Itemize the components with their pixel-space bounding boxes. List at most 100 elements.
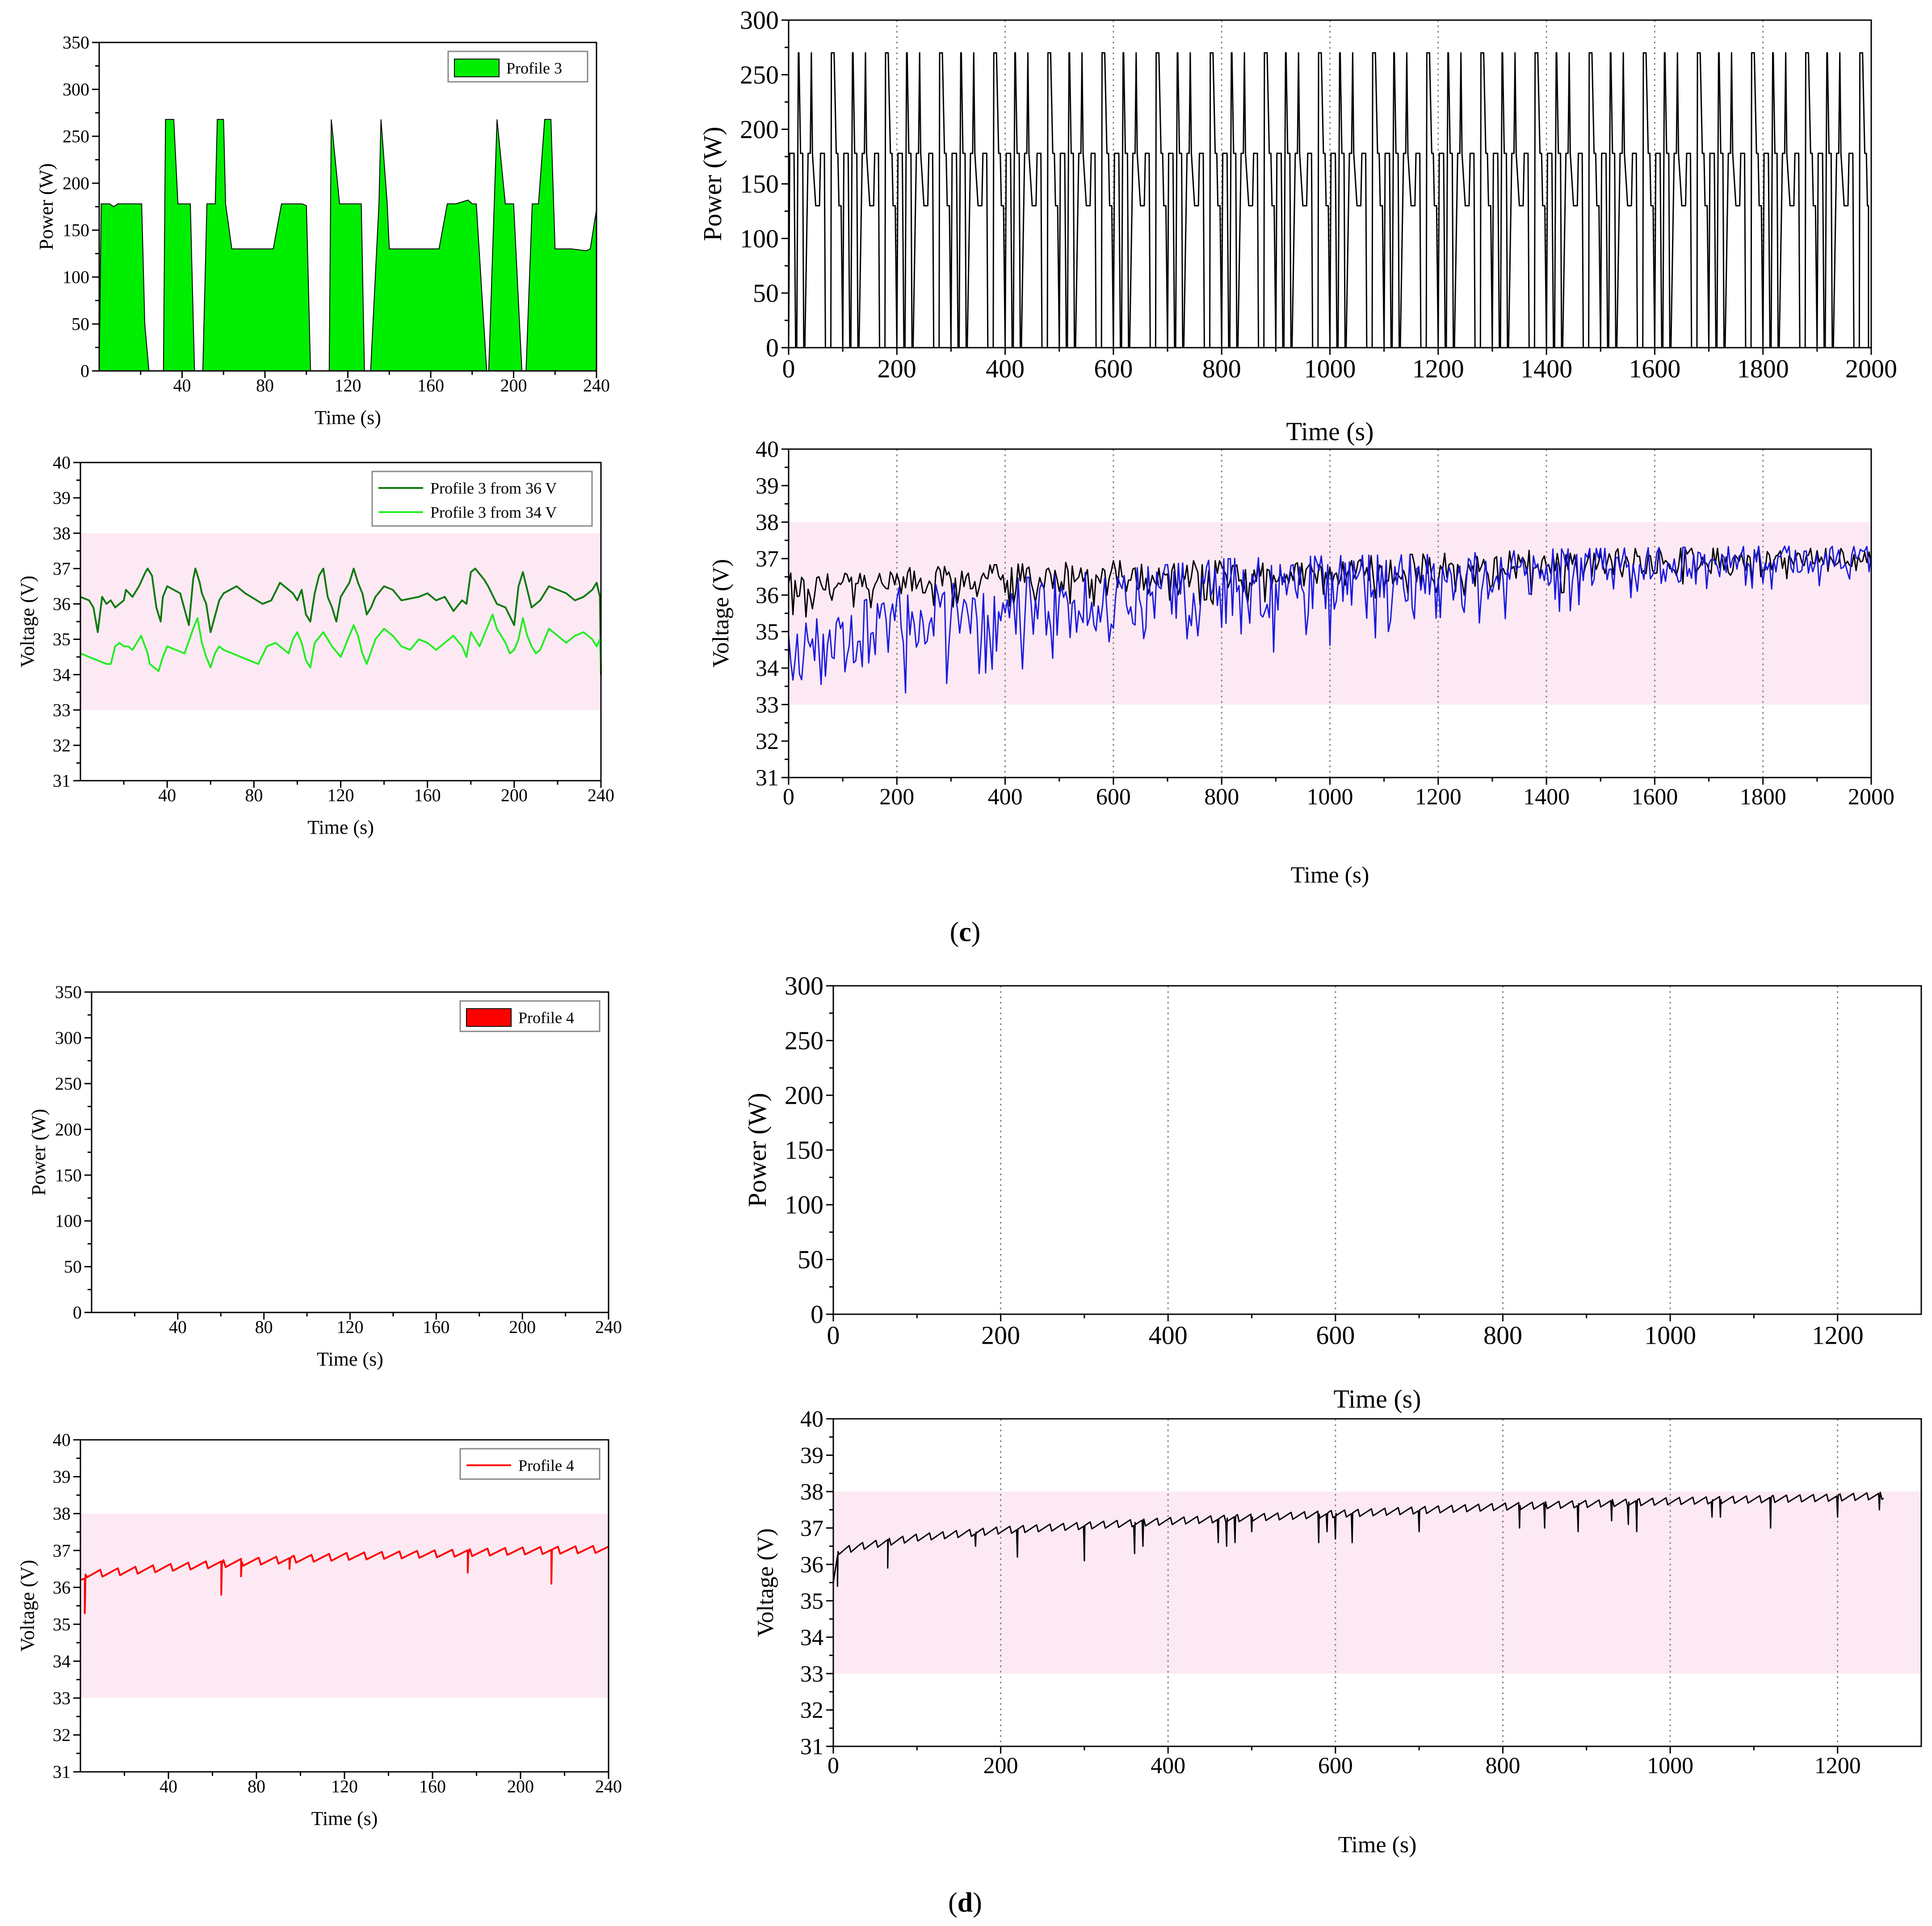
c_small_power-ytick-label: 200 [63, 173, 89, 193]
c_big_voltage-ytick-label: 40 [756, 437, 779, 463]
c_big_power-xtick-label: 1800 [1737, 354, 1789, 383]
c_big_voltage-xtick-label: 1400 [1523, 784, 1570, 810]
c_big_voltage-xtick-label: 1600 [1631, 784, 1678, 810]
d_small_power-ylabel: Power (W) [28, 1109, 50, 1195]
c_big_power-ytick-label: 150 [740, 169, 779, 198]
d_small_voltage-ytick-label: 35 [53, 1614, 71, 1634]
panel-label-c: (c) [950, 917, 981, 947]
c_small_power-ytick-label: 0 [80, 361, 89, 381]
c_small_voltage-ytick-label: 39 [53, 488, 71, 508]
c_big_power-xtick-label: 200 [878, 354, 916, 383]
d_big_voltage-xtick-label: 0 [827, 1753, 839, 1779]
c_big_voltage-xtick-label: 1200 [1415, 784, 1462, 810]
c_small_power-legend-swatch [454, 59, 500, 77]
c_big_power-xtick-label: 2000 [1845, 354, 1897, 383]
d_big_power-ytick-label: 250 [785, 1026, 823, 1055]
d_small_voltage-ytick-label: 34 [53, 1651, 71, 1671]
c_big_voltage-xlabel: Time (s) [1291, 862, 1369, 888]
d_small_power-xtick-label: 120 [337, 1317, 364, 1337]
c_big_voltage-ytick-label: 35 [756, 619, 779, 645]
d_big_voltage-xtick-label: 200 [983, 1753, 1018, 1779]
d_small_power-ytick-label: 0 [73, 1303, 82, 1323]
d_small_power-ytick-label: 100 [55, 1211, 82, 1231]
d_small_voltage-ytick-label: 33 [53, 1688, 71, 1708]
c_small_voltage-ytick-label: 31 [53, 771, 71, 791]
d_small_power-xtick-label: 40 [169, 1317, 187, 1337]
c_big_voltage-xtick-label: 200 [879, 784, 914, 810]
d_small_power-xlabel: Time (s) [317, 1348, 383, 1370]
c_big_voltage-ytick-label: 32 [756, 729, 779, 754]
d_big_voltage-ytick-label: 32 [800, 1698, 823, 1723]
d_small_voltage-chart: 31 32 33 34 35 36 37 38 39 40 40 80 120 160 200 240 Time… [17, 1430, 622, 1829]
c_big_voltage-xtick-label: 600 [1096, 784, 1131, 810]
c_small_voltage-ytick-label: 35 [53, 629, 71, 649]
d_small_power-xtick-label: 160 [423, 1317, 449, 1337]
c_big_voltage-series-1-line [788, 545, 1872, 694]
c_big_voltage-ytick-label: 33 [756, 692, 779, 718]
c_small_power-series-0-area [98, 119, 597, 371]
d_small_voltage-xtick-label: 160 [419, 1776, 446, 1796]
c_small_power-ytick-label: 250 [63, 126, 89, 147]
c_big_power-chart: 0 50 100 150 200 250 300 0 200 400 600 800 1000 1200 1… [698, 6, 1897, 446]
c_big_voltage-series-0-line [788, 547, 1872, 618]
c_small_power-xtick-label: 40 [173, 375, 191, 395]
d_small_voltage-ylabel: Voltage (V) [17, 1560, 38, 1652]
c_big_voltage-ytick-label: 37 [756, 547, 779, 572]
d_big_voltage-ytick-label: 38 [800, 1480, 823, 1505]
panel-label-d-letter: d [958, 1888, 973, 1918]
d_big_power-xtick-label: 800 [1483, 1321, 1522, 1350]
c_big_power-ytick-label: 50 [753, 279, 779, 308]
c_small_voltage-xtick-label: 120 [328, 785, 354, 805]
d_small_power-ytick-label: 350 [55, 982, 82, 1002]
d_small_voltage-xtick-label: 240 [595, 1776, 622, 1796]
d_small_power-frame [91, 991, 609, 1313]
c_big_power-ytick-label: 250 [740, 60, 779, 89]
c_big_power-xlabel: Time (s) [1286, 417, 1373, 446]
d_big_power-ytick-label: 100 [785, 1190, 823, 1220]
c_small_voltage-ytick-label: 40 [53, 453, 71, 473]
c_big_voltage-ytick-label: 31 [756, 765, 779, 791]
d_big_power-chart: 0 50 100 150 200 250 300 0 200 400 600 800 1000 1200 T… [743, 971, 1922, 1413]
c_big_power-xtick-label: 1200 [1412, 354, 1464, 383]
c_small_voltage-legend-label: Profile 3 from 36 V [430, 479, 557, 497]
d_big_power-xtick-label: 1200 [1812, 1321, 1864, 1350]
c_big_voltage-xtick-label: 0 [783, 784, 794, 810]
c_small_voltage-ytick-label: 32 [53, 735, 71, 755]
d_small_power-ytick-label: 300 [55, 1028, 82, 1048]
c_small_power-xlabel: Time (s) [315, 407, 381, 429]
d_small_voltage-xtick-label: 80 [248, 1776, 265, 1796]
c_big_power-xtick-label: 600 [1094, 354, 1133, 383]
c_big_power-ytick-label: 100 [740, 224, 779, 253]
c_big_voltage-xtick-label: 800 [1204, 784, 1239, 810]
c_big_power-ytick-label: 200 [740, 115, 779, 144]
c_big_voltage-ylabel: Voltage (V) [708, 559, 734, 668]
c_big_voltage-xtick-label: 2000 [1848, 784, 1894, 810]
c_small_voltage-series-1-line [80, 614, 602, 672]
c_big_voltage-ytick-label: 39 [756, 473, 779, 499]
d_small_power-ytick-label: 50 [64, 1257, 82, 1277]
d_small_voltage-xtick-label: 200 [507, 1776, 534, 1796]
c_small_voltage-ytick-label: 38 [53, 523, 71, 543]
c_big_power-xtick-label: 1000 [1304, 354, 1356, 383]
c_big_voltage-ytick-label: 34 [756, 656, 779, 681]
c_small_power-chart: 0 50 100 150 200 250 300 350 40 80 120 160 200 240 Tim… [35, 33, 610, 429]
d_small_voltage-legend-label: Profile 4 [518, 1457, 574, 1475]
c_small_power-ytick-label: 350 [63, 33, 89, 53]
d_big_power-ylabel: Power (W) [743, 1093, 772, 1207]
d_small_voltage-xtick-label: 120 [331, 1776, 358, 1796]
c_small_voltage-ytick-label: 36 [53, 594, 71, 614]
d_small_voltage-ytick-label: 36 [53, 1577, 71, 1598]
d_small_voltage-xlabel: Time (s) [311, 1808, 378, 1829]
d_big_power-ytick-label: 150 [785, 1135, 823, 1165]
c_small_power-xtick-label: 120 [335, 375, 361, 395]
c_big_power-ylabel: Power (W) [698, 126, 727, 241]
d_small_voltage-ytick-label: 32 [53, 1725, 71, 1745]
d_big_voltage-xtick-label: 1000 [1647, 1753, 1693, 1779]
d_small_voltage-xtick-label: 40 [160, 1776, 177, 1796]
c_big_power-xtick-label: 800 [1202, 354, 1241, 383]
d_small_power-chart: 0 50 100 150 200 250 300 350 40 80 120 160 200 240 Tim… [28, 982, 622, 1370]
c_small_voltage-ytick-label: 34 [53, 664, 71, 685]
d_small_power-xtick-label: 200 [509, 1317, 536, 1337]
